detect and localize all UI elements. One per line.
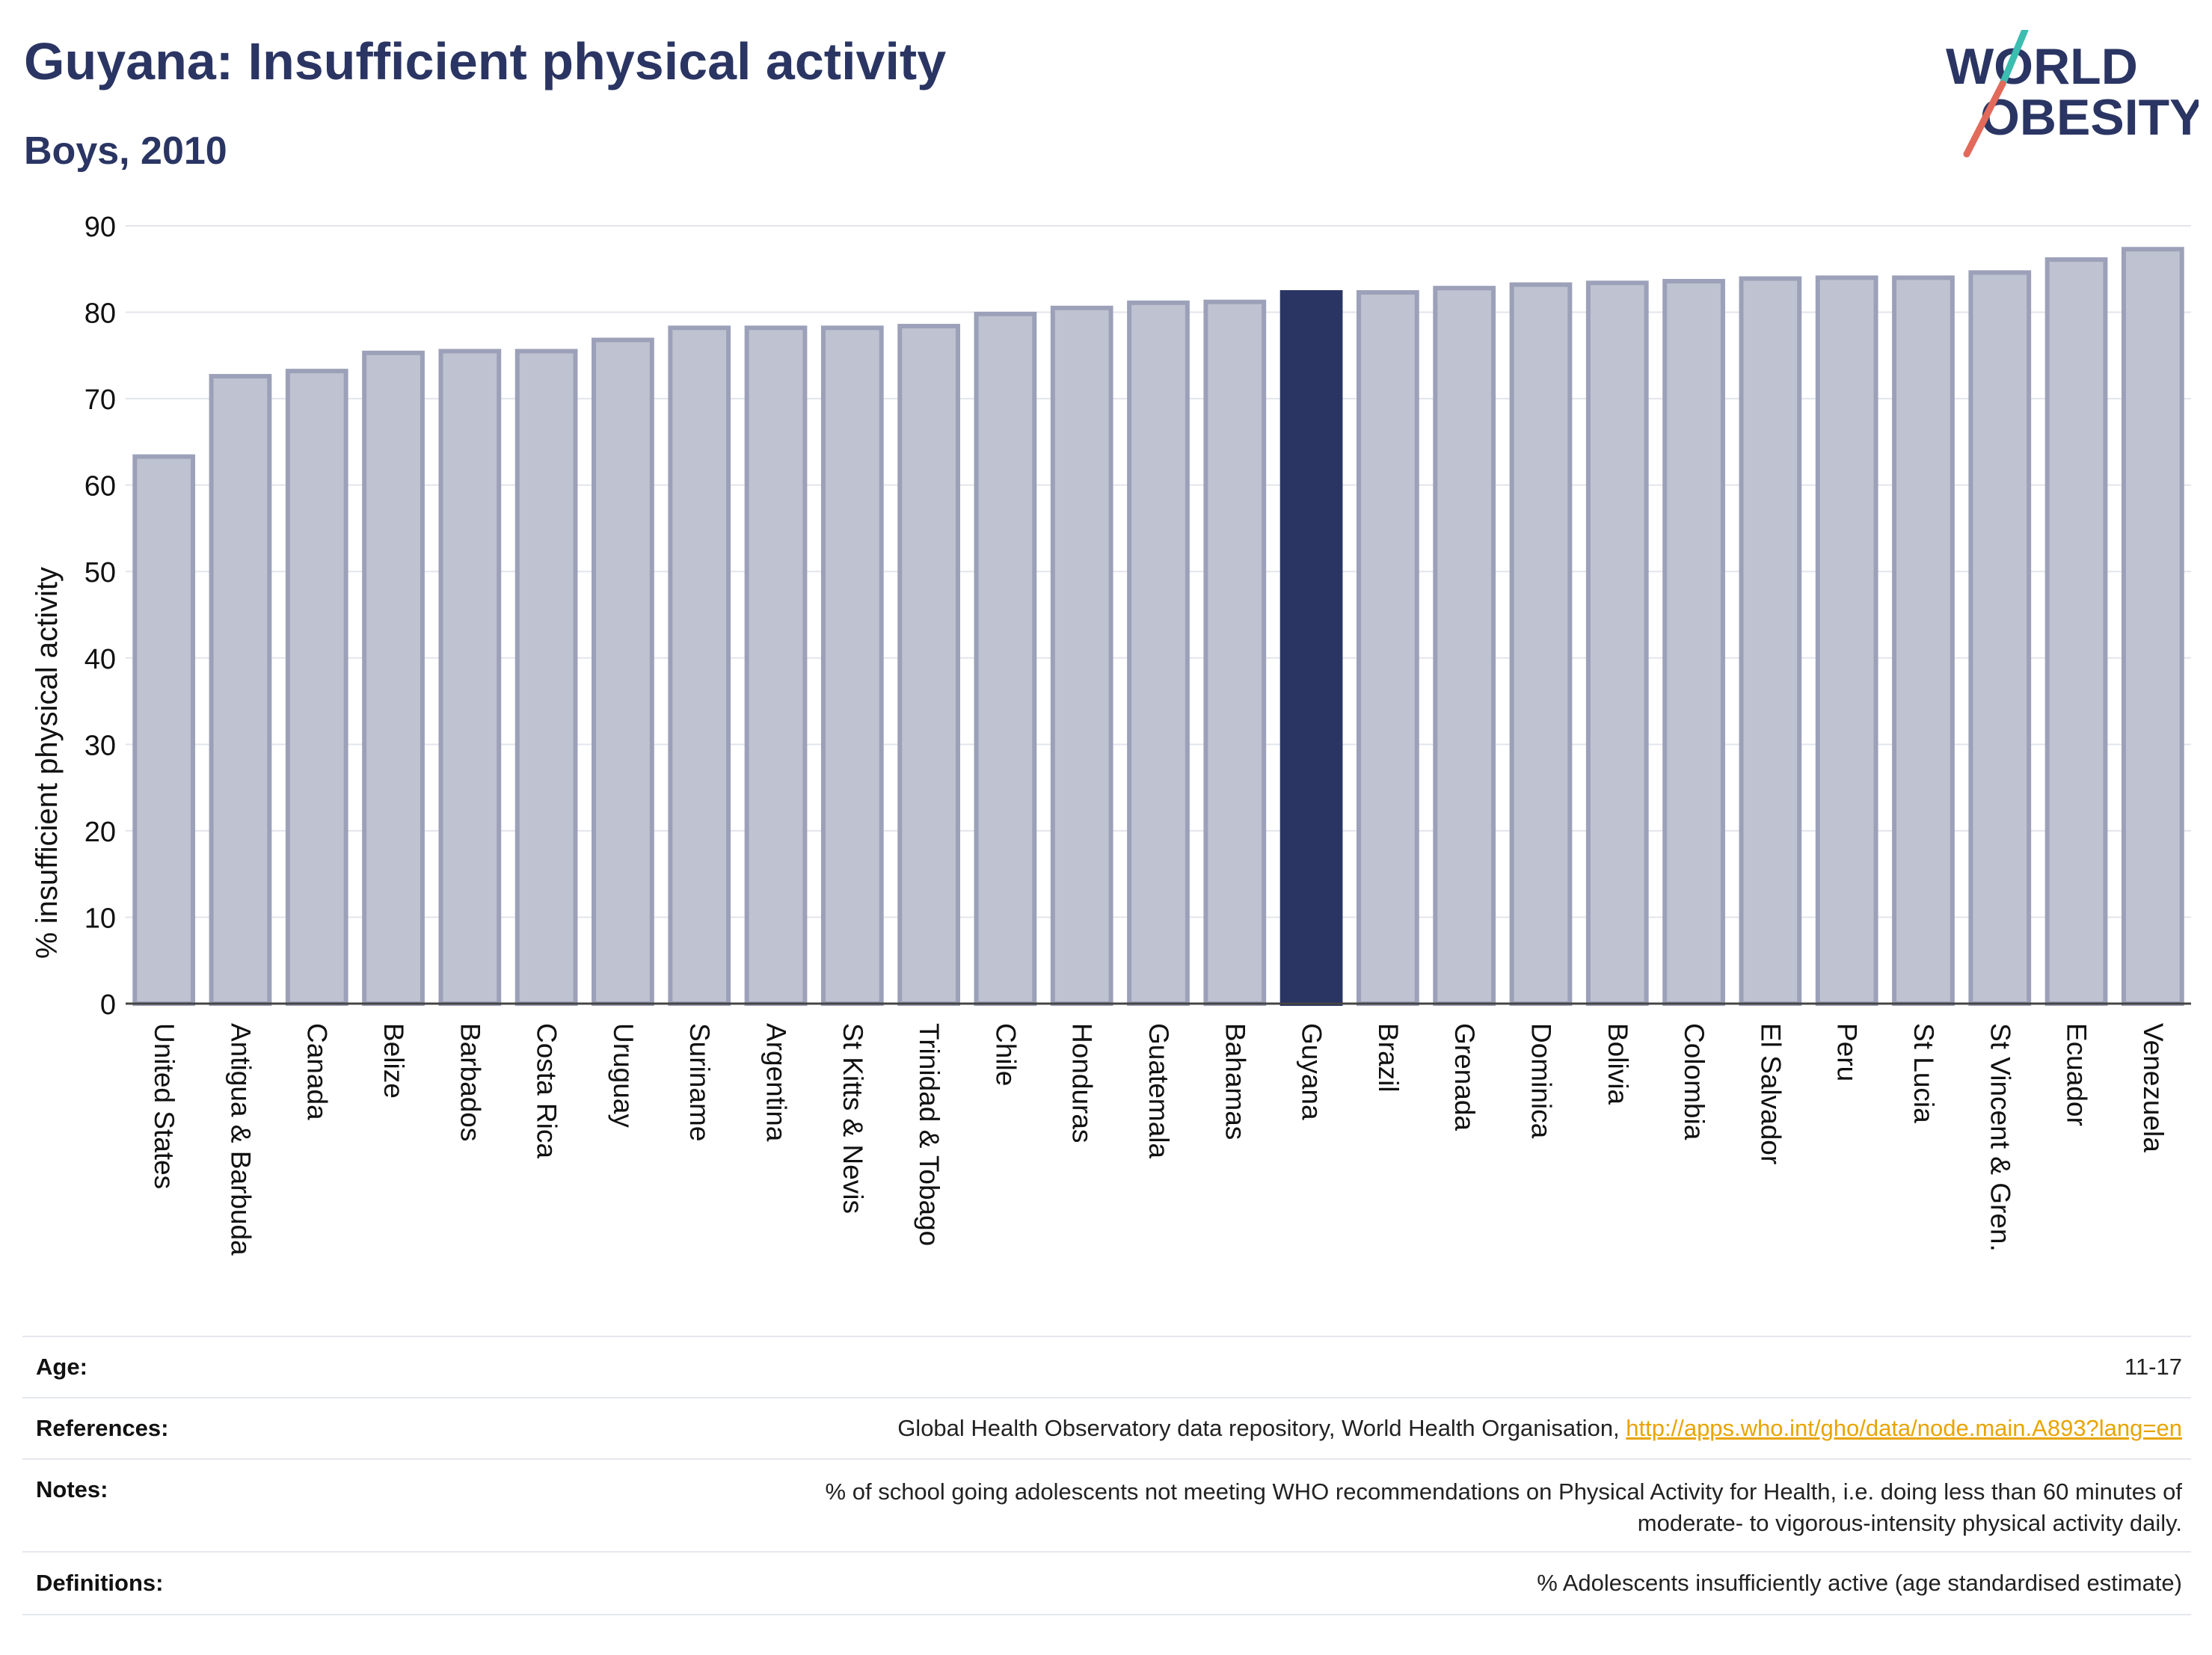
x-tick-label: Trinidad & Tobago — [914, 1023, 944, 1246]
x-tick-label: Dominica — [1526, 1023, 1556, 1139]
bar — [744, 325, 808, 1007]
x-tick-label: Brazil — [1373, 1023, 1404, 1093]
x-tick-label: Venezuela — [2138, 1023, 2169, 1152]
bar — [438, 348, 502, 1006]
x-tick-label: St Vincent & Gren. — [1985, 1023, 2015, 1252]
chart-title: Guyana: Insufficient physical activity — [24, 32, 947, 90]
x-tick-label: Bolivia — [1603, 1023, 1633, 1105]
bar — [592, 337, 654, 1006]
info-row-definitions: Definitions: % Adolescents insufficientl… — [22, 1551, 2191, 1615]
bar-chart: 0 10 20 30 40 50 60 70 80 90 United States Antigua… — [31, 212, 2191, 1256]
definitions-value: % Adolescents insufficiently active (age… — [1537, 1570, 2182, 1596]
y-tick-label: 20 — [85, 817, 116, 848]
logo-slash-teal — [1999, 30, 2029, 87]
bar — [1739, 276, 1802, 1006]
x-tick-label: El Salvador — [1755, 1023, 1786, 1164]
bar — [1892, 275, 1955, 1007]
bar — [1203, 299, 1267, 1006]
info-row-references: References: Global Health Observatory da… — [22, 1397, 2191, 1458]
references-label: References: — [36, 1415, 169, 1441]
x-tick-label: Antigua & Barbuda — [225, 1023, 256, 1256]
x-tick-label: Bahamas — [1220, 1023, 1250, 1140]
y-tick-label: 50 — [85, 557, 116, 589]
y-tick-label: 0 — [100, 989, 116, 1021]
bars — [132, 247, 2184, 1007]
bar — [820, 325, 884, 1007]
bar — [1050, 305, 1113, 1006]
bar — [1433, 286, 1496, 1006]
x-tick-label: Peru — [1832, 1023, 1863, 1081]
x-tick-label: United States — [149, 1023, 179, 1189]
bar — [132, 454, 196, 1006]
y-tick-label: 60 — [85, 471, 116, 503]
x-tick-label: Chile — [990, 1023, 1021, 1086]
bar — [1815, 275, 1878, 1007]
age-label: Age: — [36, 1354, 87, 1380]
x-tick-label: St Lucia — [1908, 1023, 1939, 1123]
bar — [1662, 278, 1725, 1006]
x-tick-label: Grenada — [1449, 1023, 1480, 1131]
world-obesity-logo: WORLD OBESITY — [1946, 30, 2199, 158]
bar — [897, 324, 960, 1006]
logo-slash-red — [1963, 80, 2006, 158]
notes-line-1: % of school going adolescents not meetin… — [825, 1479, 2182, 1505]
x-tick-label: Guyana — [1297, 1023, 1327, 1120]
x-tick-label: Guatemala — [1143, 1023, 1174, 1158]
bar — [285, 369, 348, 1006]
bar — [1509, 282, 1573, 1007]
notes-line-2: moderate- to vigorous-intensity physical… — [1637, 1510, 2182, 1536]
references-link[interactable]: http://apps.who.int/gho/data/node.main.A… — [1626, 1415, 2182, 1441]
y-tick-label: 10 — [85, 903, 116, 934]
logo-text-world: WORLD — [1946, 38, 2138, 95]
chart-subtitle: Boys, 2010 — [24, 129, 227, 173]
bar — [1585, 280, 1649, 1006]
y-tick-label: 30 — [85, 730, 116, 761]
y-tick-label: 70 — [85, 384, 116, 416]
bar-highlighted — [1279, 289, 1343, 1006]
notes-value: % of school going adolescents not meetin… — [826, 1476, 2191, 1539]
y-axis-ticks: 0 10 20 30 40 50 60 70 80 90 — [85, 212, 116, 1021]
y-tick-label: 40 — [85, 644, 116, 675]
bar — [1968, 270, 2032, 1006]
notes-label: Notes: — [36, 1476, 108, 1502]
bar — [2044, 257, 2108, 1007]
info-table: Age: 11-17 References: Global Health Obs… — [22, 1336, 2191, 1615]
x-tick-label: Belize — [378, 1023, 409, 1099]
x-tick-label: Canada — [302, 1023, 333, 1120]
bar — [1357, 289, 1419, 1006]
x-tick-label: Costa Rica — [532, 1023, 562, 1158]
age-value: 11-17 — [2125, 1354, 2182, 1380]
bar — [974, 311, 1037, 1007]
x-tick-label: St Kitts & Nevis — [838, 1023, 868, 1214]
info-row-notes: Notes: % of school going adolescents not… — [22, 1458, 2191, 1551]
bar — [1127, 300, 1190, 1007]
bar — [514, 348, 578, 1006]
x-tick-label: Uruguay — [608, 1023, 639, 1128]
x-tick-label: Honduras — [1067, 1023, 1098, 1143]
definitions-label: Definitions: — [36, 1570, 164, 1596]
info-row-age: Age: 11-17 — [22, 1336, 2191, 1397]
references-text: Global Health Observatory data repositor… — [897, 1415, 1626, 1441]
y-tick-label: 90 — [85, 212, 116, 243]
logo-text-obesity: OBESITY — [1980, 89, 2199, 146]
references-value: Global Health Observatory data repositor… — [897, 1413, 2191, 1444]
x-tick-label: Barbados — [455, 1023, 485, 1141]
y-axis-label: % insufficient physical activity — [31, 567, 64, 959]
y-tick-label: 80 — [85, 298, 116, 330]
bar — [2121, 247, 2184, 1006]
x-axis-labels: United States Antigua & Barbuda Canada Beli… — [149, 1023, 2169, 1256]
x-tick-label: Suriname — [684, 1023, 715, 1141]
x-tick-label: Colombia — [1679, 1023, 1709, 1140]
x-tick-label: Ecuador — [2062, 1023, 2092, 1126]
bar — [668, 325, 731, 1007]
x-tick-label: Argentina — [761, 1023, 792, 1142]
bar — [362, 350, 425, 1007]
bar — [209, 374, 272, 1007]
